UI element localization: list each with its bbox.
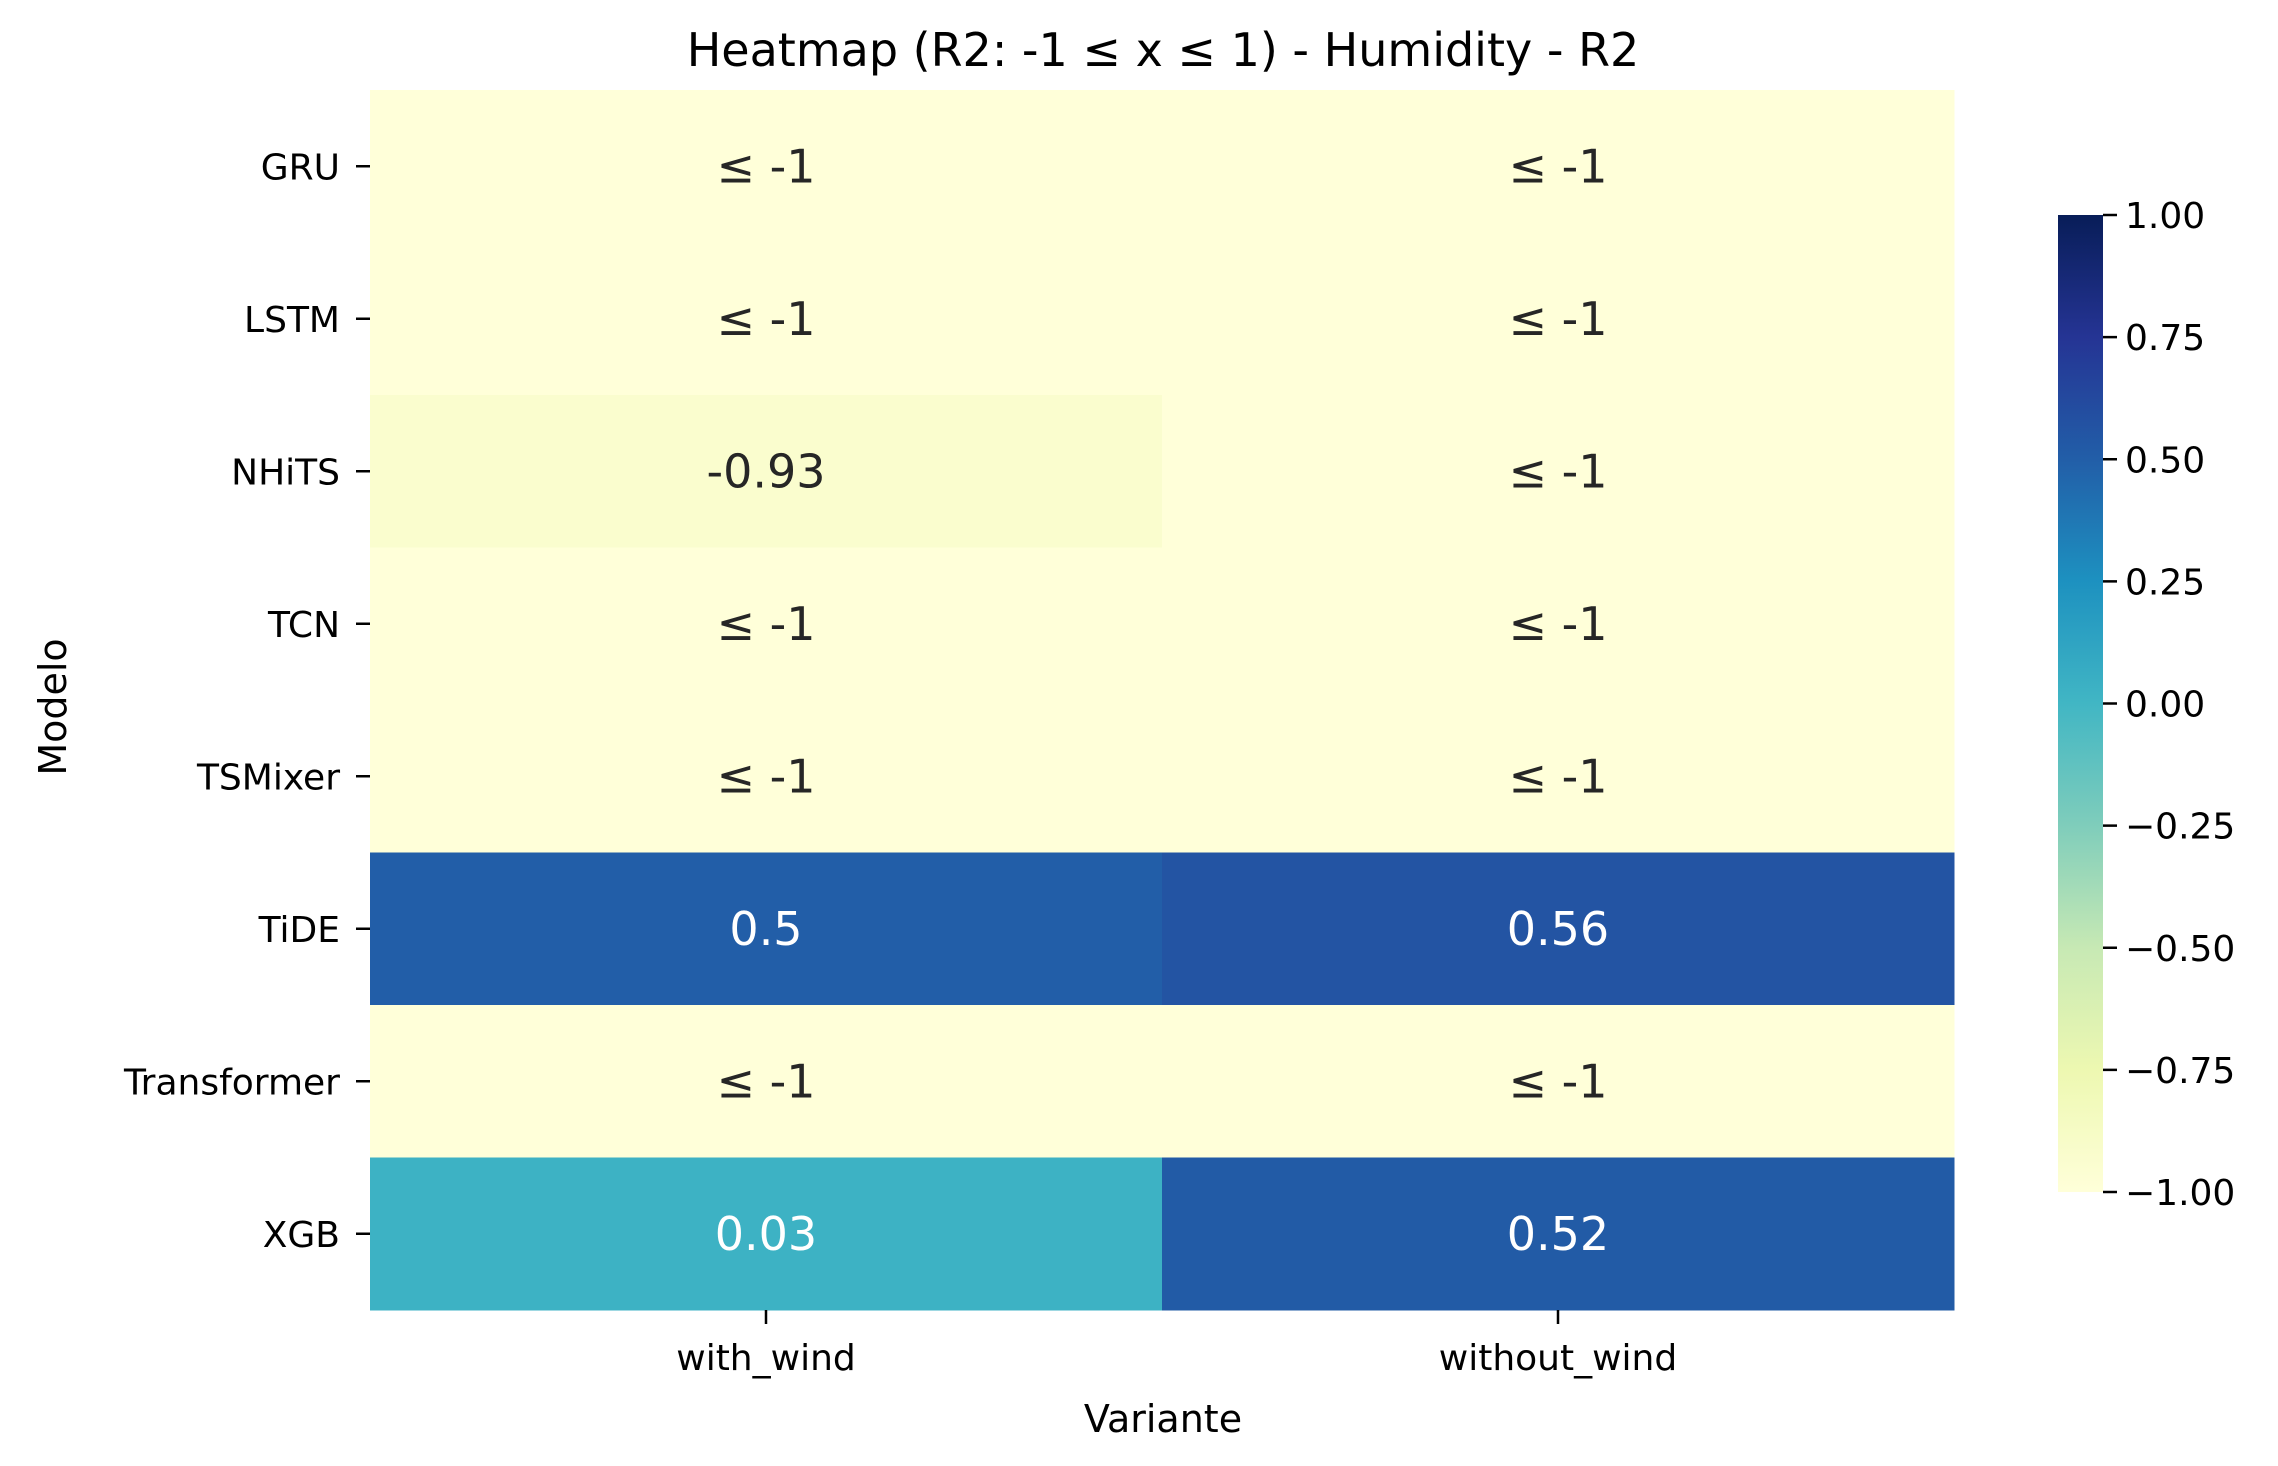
cell-value-label: -0.93 <box>706 444 825 498</box>
chart-title: Heatmap (R2: -1 ≤ x ≤ 1) - Humidity - R2 <box>687 23 1640 77</box>
heatmap-cell <box>370 242 1163 396</box>
cell-value-label: ≤ -1 <box>1508 292 1607 346</box>
cell-value-label: ≤ -1 <box>716 139 815 193</box>
colorbar-tick-label: 0.50 <box>2125 440 2205 481</box>
heatmap-cell <box>370 547 1163 701</box>
cell-value-label: ≤ -1 <box>716 292 815 346</box>
cell-value-label: ≤ -1 <box>716 749 815 803</box>
cell-value-label: 0.5 <box>729 902 802 956</box>
cell-value-label: 0.03 <box>715 1207 817 1261</box>
cell-value-label: ≤ -1 <box>1508 1054 1607 1108</box>
colorbar-tick-label: 0.00 <box>2125 685 2205 726</box>
heatmap-cell <box>370 395 1163 548</box>
colorbar: 1.00 0.75 0.50 0.25 0.00 −0.25 −0.50 −0.75 −1.00 <box>2058 196 2235 1214</box>
heatmap-cell <box>1162 90 1955 243</box>
heatmap-cell <box>1162 1005 1955 1158</box>
x-axis: with_wind without_wind <box>676 1310 1677 1379</box>
cell-value-label: ≤ -1 <box>1508 749 1607 803</box>
colorbar-tick-label: 1.00 <box>2125 196 2205 237</box>
heatmap-cell <box>370 1005 1163 1158</box>
heatmap-cell <box>370 90 1163 243</box>
x-axis-label: Variante <box>1084 1397 1242 1441</box>
y-tick-label: LSTM <box>244 300 340 341</box>
colorbar-tick-label: 0.25 <box>2125 562 2205 603</box>
cell-value-label: ≤ -1 <box>1508 597 1607 651</box>
y-tick-label: NHiTS <box>231 452 340 493</box>
colorbar-tick-label: −0.75 <box>2125 1051 2235 1092</box>
heatmap-cell <box>370 1157 1163 1311</box>
heatmap-cell <box>1162 242 1955 396</box>
cell-value-label: ≤ -1 <box>1508 139 1607 193</box>
y-tick-label: TiDE <box>258 910 340 951</box>
colorbar-tick-label: 0.75 <box>2125 318 2205 359</box>
y-tick-label: GRU <box>261 147 340 188</box>
heatmap-cell <box>1162 547 1955 701</box>
colorbar-tick-label: −0.50 <box>2125 929 2235 970</box>
y-axis-label: Modelo <box>31 638 75 775</box>
y-tick-label: XGB <box>263 1215 340 1256</box>
cell-value-label: 0.52 <box>1507 1207 1609 1261</box>
heatmap-cell <box>1162 395 1955 548</box>
cell-value-label: 0.56 <box>1507 902 1609 956</box>
colorbar-tick-label: −0.25 <box>2125 807 2235 848</box>
x-tick-label: with_wind <box>676 1338 856 1379</box>
y-tick-label: Transformer <box>123 1062 340 1103</box>
heatmap-cell <box>1162 852 1955 1006</box>
y-axis: GRU LSTM NHiTS TCN TSMixer TiDE Transformer XGB <box>123 147 370 1256</box>
cell-value-label: ≤ -1 <box>716 1054 815 1108</box>
colorbar-gradient <box>2058 215 2103 1192</box>
colorbar-tick-label: −1.00 <box>2125 1173 2235 1214</box>
heatmap-cells: ≤ -1 ≤ -1 ≤ -1 ≤ -1 -0.93 ≤ -1 ≤ -1 ≤ -1 ≤ -1 ≤ -… <box>370 90 1955 1311</box>
cell-value-label: ≤ -1 <box>716 597 815 651</box>
x-tick-label: without_wind <box>1439 1338 1677 1379</box>
cell-value-label: ≤ -1 <box>1508 444 1607 498</box>
heatmap-cell <box>1162 700 1955 853</box>
heatmap-cell <box>370 700 1163 853</box>
y-tick-label: TCN <box>267 605 340 646</box>
heatmap-cell <box>1162 1157 1955 1311</box>
heatmap-cell <box>370 852 1163 1006</box>
y-tick-label: TSMixer <box>196 757 340 798</box>
